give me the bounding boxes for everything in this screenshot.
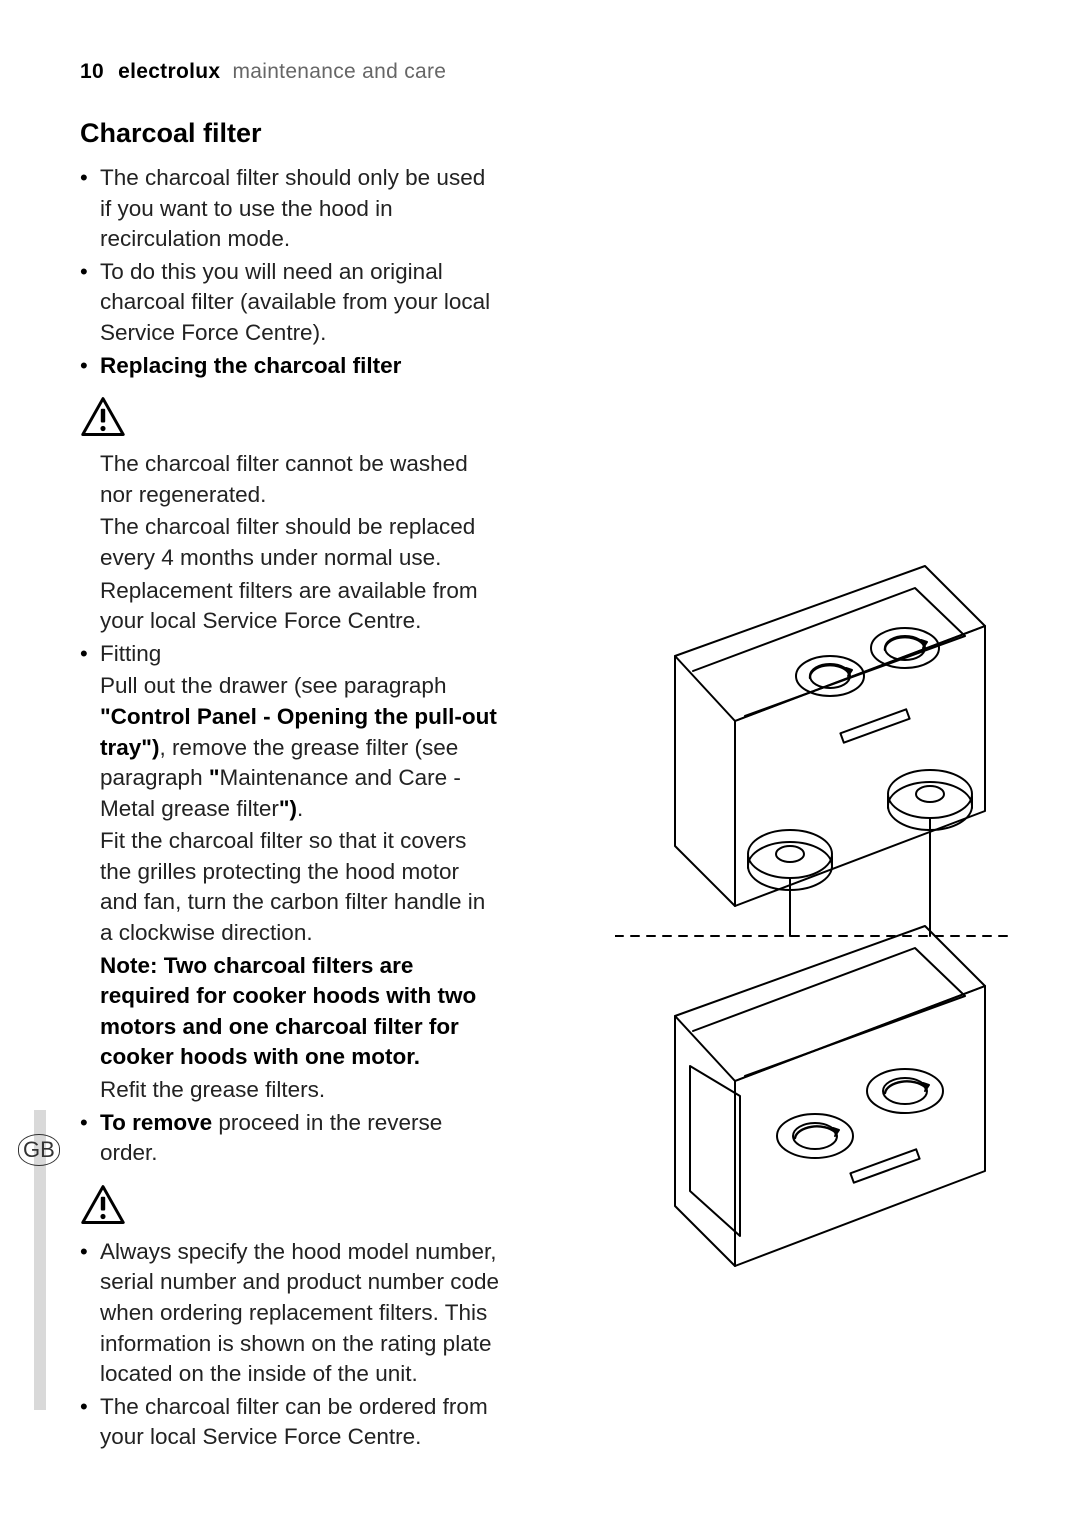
- country-tab: GB: [18, 1134, 60, 1166]
- fitting-note: Note: Two charcoal filters are required …: [80, 951, 500, 1073]
- bullet-order-filter: The charcoal filter can be ordered from …: [80, 1392, 500, 1453]
- fitting-label: Fitting: [100, 641, 161, 666]
- bullet-recirculation: The charcoal filter should only be used …: [80, 163, 500, 255]
- warning-text-1: The charcoal filter cannot be washed nor…: [80, 449, 500, 510]
- fitting-p1: Pull out the drawer (see paragraph "Cont…: [80, 671, 500, 824]
- fitting-p2: Fit the charcoal filter so that it cover…: [80, 826, 500, 948]
- page-header: 10 electrolux maintenance and care: [40, 60, 1000, 84]
- bullet-fitting: Fitting: [80, 639, 500, 670]
- bullet-specify-model: Always specify the hood model number, se…: [80, 1237, 500, 1390]
- bullet-remove: To remove proceed in the reverse order.: [80, 1108, 500, 1169]
- page-number: 10: [80, 60, 104, 83]
- warning-icon-2: [80, 1183, 126, 1227]
- section-title: Charcoal filter: [80, 118, 1000, 149]
- bullet-original-filter: To do this you will need an original cha…: [80, 257, 500, 349]
- brand-name: electrolux: [118, 60, 220, 83]
- replacing-label: Replacing the charcoal filter: [100, 353, 401, 378]
- warning-text-3: Replacement filters are available from y…: [80, 576, 500, 637]
- header-section: maintenance and care: [232, 60, 446, 83]
- filter-diagram: [615, 536, 1015, 1336]
- warning-text-2: The charcoal filter should be replaced e…: [80, 512, 500, 573]
- bullet-replacing: Replacing the charcoal filter: [80, 351, 500, 382]
- fitting-p3: Refit the grease filters.: [80, 1075, 500, 1106]
- country-label: GB: [18, 1134, 60, 1166]
- warning-icon: [80, 395, 126, 439]
